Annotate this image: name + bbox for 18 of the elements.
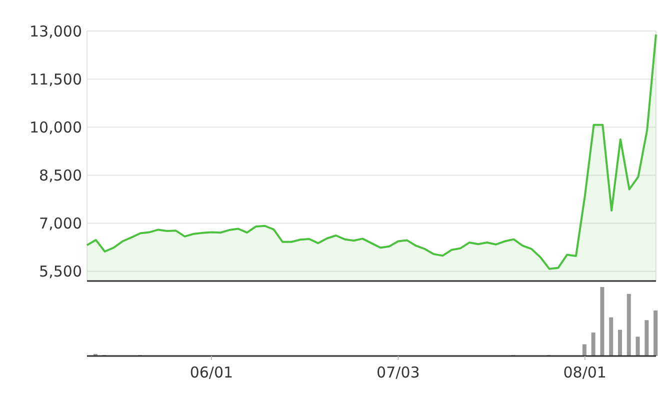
- bar: [626, 294, 631, 356]
- bar: [591, 332, 596, 356]
- bar: [644, 320, 649, 356]
- bar: [600, 287, 604, 356]
- y-tick-label: 7,000: [39, 214, 82, 233]
- y-tick-label: 11,500: [30, 70, 82, 88]
- y-tick-label: 13,000: [30, 22, 82, 40]
- y-tick-label: 10,000: [30, 118, 82, 136]
- x-tick-label: 07/03: [376, 364, 420, 382]
- bar: [654, 310, 658, 356]
- y-tick-label: 8,500: [39, 166, 82, 185]
- bar: [609, 317, 614, 356]
- bar: [582, 344, 586, 356]
- bar: [636, 336, 640, 356]
- y-tick-label: 5,500: [39, 262, 82, 281]
- bar: [618, 330, 622, 356]
- x-tick-label: 06/01: [190, 364, 234, 382]
- x-tick-label: 08/01: [563, 364, 606, 382]
